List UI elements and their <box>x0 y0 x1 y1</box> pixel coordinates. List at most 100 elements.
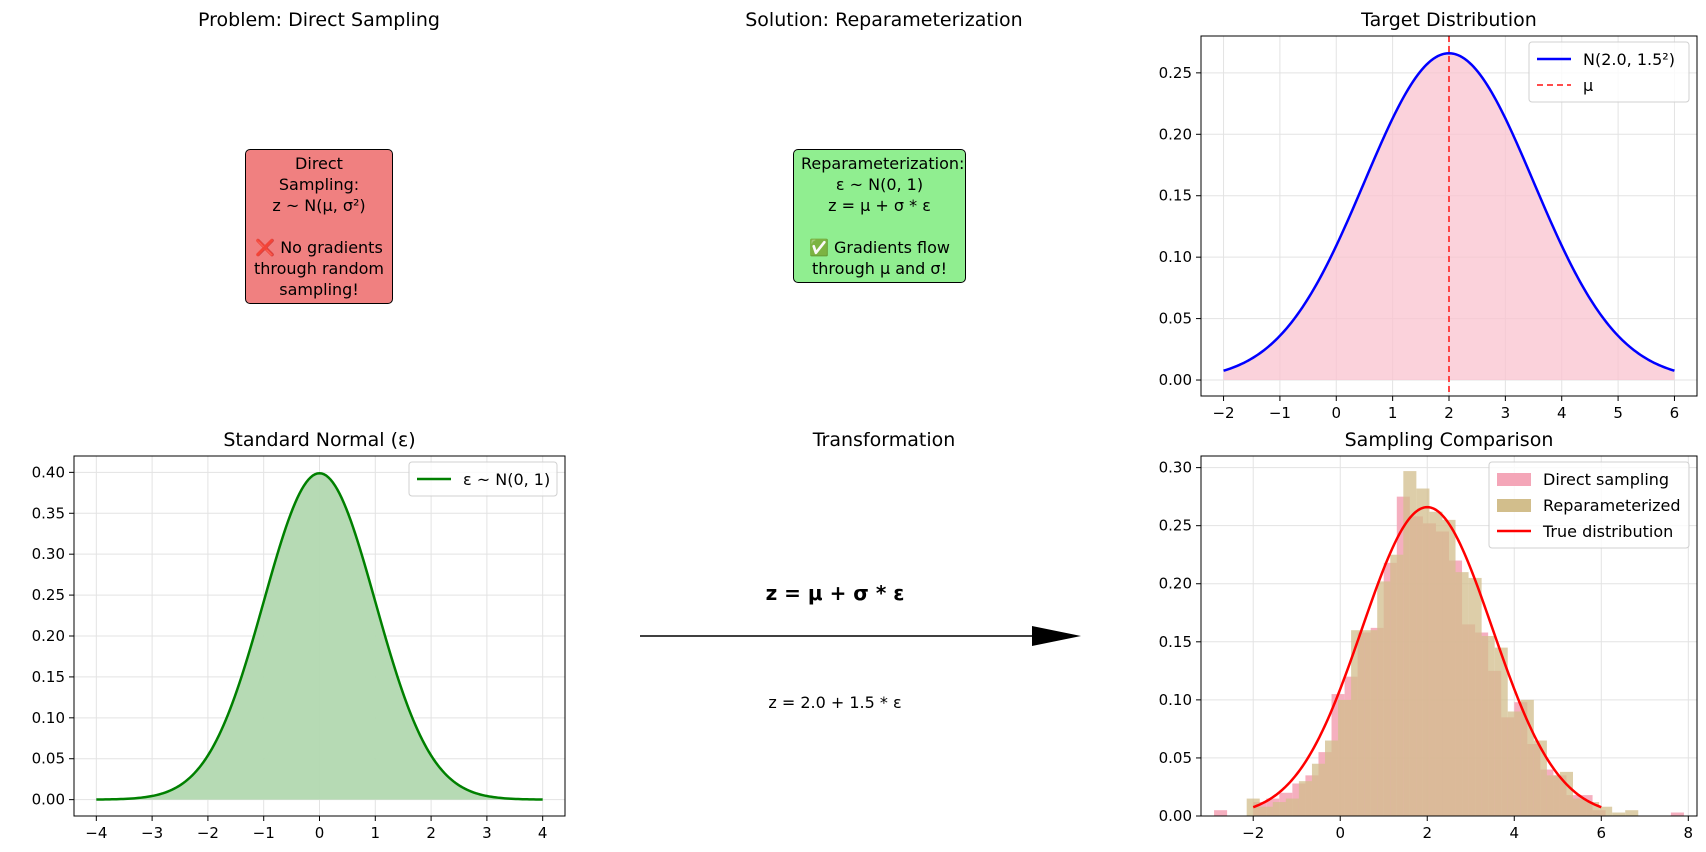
standard-y-tick-label: 0.30 <box>32 545 65 563</box>
reparameterized-bar <box>1298 781 1312 816</box>
reparameterized-bar <box>1520 699 1534 816</box>
comparison-y-tick-label: 0.25 <box>1159 517 1192 535</box>
standard-y-tick-label: 0.20 <box>32 627 65 645</box>
standard-x-tick-label: −3 <box>141 824 163 842</box>
reparameterized-bar <box>1468 577 1482 816</box>
target-x-tick-label: 3 <box>1501 404 1511 422</box>
standard-y-tick-label: 0.05 <box>32 750 65 768</box>
reparameterized-bar <box>1494 647 1508 816</box>
comparison-x-tick-label: 2 <box>1422 824 1432 842</box>
reparameterized-bar <box>1364 630 1378 816</box>
comparison-y-tick-label: 0.20 <box>1159 575 1192 593</box>
comparison-x-tick-label: 6 <box>1597 824 1607 842</box>
comparison-legend-label: Reparameterized <box>1543 496 1681 515</box>
target-x-tick-label: 1 <box>1388 404 1398 422</box>
target-x-tick-label: −1 <box>1269 404 1291 422</box>
reparameterized-bar <box>1246 798 1260 816</box>
standard-y-tick-label: 0.25 <box>32 586 65 604</box>
reparameterized-bar <box>1481 636 1495 816</box>
standard-x-tick-label: −4 <box>85 824 107 842</box>
standard-x-tick-label: 0 <box>315 824 325 842</box>
target-y-tick-label: 0.25 <box>1159 64 1192 82</box>
target-x-tick-label: 4 <box>1557 404 1567 422</box>
reparameterized-bar <box>1325 740 1339 816</box>
comparison-y-tick-label: 0.30 <box>1159 459 1192 477</box>
standard-legend-box <box>408 461 558 497</box>
standard-x-tick-label: 4 <box>538 824 548 842</box>
standard-x-tick-label: 1 <box>371 824 381 842</box>
transform-arrow-head <box>1032 626 1081 646</box>
standard-x-tick-label: 3 <box>482 824 492 842</box>
transform-formula: z = μ + σ * ε <box>766 581 905 605</box>
standard-y-tick-label: 0.35 <box>32 504 65 522</box>
reparameterized-bar <box>1311 763 1325 816</box>
reparameterized-bar <box>1429 511 1443 816</box>
reparameterized-bar <box>1259 806 1273 816</box>
reparameterized-bar <box>1599 806 1613 816</box>
standard-legend-label: ε ~ N(0, 1) <box>463 470 550 489</box>
comparison-y-tick-label: 0.05 <box>1159 749 1192 767</box>
standard-y-tick-label: 0.40 <box>32 463 65 481</box>
reparameterized-bar <box>1377 581 1391 816</box>
comparison-legend-swatch <box>1497 499 1531 512</box>
target-x-tick-label: 0 <box>1331 404 1341 422</box>
target-legend-label: μ <box>1583 76 1593 95</box>
reparameterization-box: Reparameterization: ε ~ N(0, 1) z = μ + … <box>793 149 966 283</box>
comparison-title: Sampling Comparison <box>1345 429 1554 451</box>
standard-y-tick-label: 0.15 <box>32 668 65 686</box>
comparison-x-tick-label: −2 <box>1242 824 1264 842</box>
reparameterized-bar <box>1612 812 1626 816</box>
reparameterized-bar <box>1338 699 1352 816</box>
standard-x-tick-label: 2 <box>426 824 436 842</box>
comparison-x-tick-label: 4 <box>1509 824 1519 842</box>
target-x-tick-label: 5 <box>1613 404 1623 422</box>
direct-panel-title: Problem: Direct Sampling <box>198 9 440 31</box>
comparison-legend-label: True distribution <box>1542 522 1673 541</box>
reparam-panel-title: Solution: Reparameterization <box>745 9 1022 31</box>
target-legend-label: N(2.0, 1.5²) <box>1583 50 1675 69</box>
target-density-curve <box>1223 51 1675 372</box>
reparameterized-bar <box>1455 572 1469 816</box>
reparameterized-bar <box>1625 810 1639 816</box>
comparison-legend-box <box>1488 461 1690 549</box>
comparison-x-tick-label: 8 <box>1684 824 1694 842</box>
sampling-comparison-chart: −2 0 2 4 6 8 0.00 0.05 0.10 0.15 0.20 0.25 0.30 Sampl… <box>1159 429 1698 842</box>
comparison-plot-frame <box>1200 455 1698 817</box>
comparison-y-tick-label: 0.00 <box>1159 807 1192 825</box>
reparameterized-bar <box>1546 775 1560 816</box>
comparison-x-tick-label: 0 <box>1335 824 1345 842</box>
standard-x-tick-label: −1 <box>253 824 275 842</box>
standard-density-fill <box>96 473 543 800</box>
reparameterized-bar <box>1390 554 1404 816</box>
reparameterized-bar <box>1351 630 1365 816</box>
reparameterized-bar <box>1507 711 1521 816</box>
target-title: Target Distribution <box>1360 9 1537 31</box>
reparameterized-bar <box>1559 771 1573 816</box>
standard-x-tick-label: −2 <box>197 824 219 842</box>
target-y-tick-label: 0.20 <box>1159 125 1192 143</box>
reparameterized-bar <box>1272 802 1286 816</box>
comparison-legend-label: Direct sampling <box>1543 470 1669 489</box>
reparameterized-bar <box>1573 798 1587 816</box>
target-x-tick-label: 2 <box>1444 404 1454 422</box>
reparameterized-bar <box>1533 740 1547 816</box>
target-x-tick-label: −2 <box>1212 404 1234 422</box>
target-y-tick-label: 0.15 <box>1159 187 1192 205</box>
reparameterized-bar <box>1442 519 1456 816</box>
standard-title: Standard Normal (ε) <box>223 429 415 451</box>
reparameterized-bar <box>1403 471 1417 816</box>
target-y-tick-label: 0.05 <box>1159 310 1192 328</box>
target-y-tick-label: 0.00 <box>1159 371 1192 389</box>
transform-example: z = 2.0 + 1.5 * ε <box>768 693 901 712</box>
target-legend-box <box>1528 41 1690 103</box>
comparison-y-tick-label: 0.15 <box>1159 633 1192 651</box>
comparison-y-tick-label: 0.10 <box>1159 691 1192 709</box>
target-distribution-chart: −2 −1 0 1 2 3 4 5 6 0.00 0.05 0.10 0.15 0.20 0.25 Targe… <box>1159 9 1698 422</box>
target-y-tick-label: 0.10 <box>1159 248 1192 266</box>
standard-y-tick-label: 0.00 <box>32 791 65 809</box>
direct-sampling-bar <box>1670 812 1684 816</box>
direct-sampling-box: Direct Sampling: z ~ N(μ, σ²) ❌ No gradi… <box>245 149 393 304</box>
true-distribution-curve <box>1252 505 1602 809</box>
reparameterized-bar <box>1285 798 1299 816</box>
